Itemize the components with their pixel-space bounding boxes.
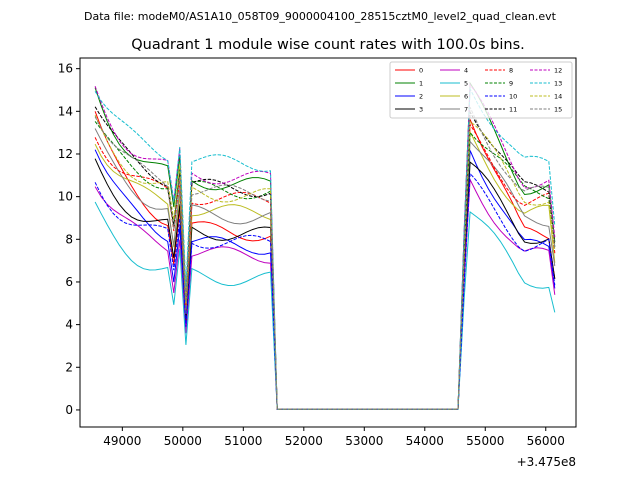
x-tick-label: 51000 [224,434,262,448]
y-axis: 0 2 4 6 8 10 12 14 16 [58,62,80,417]
y-tick-label: 14 [58,104,73,118]
legend-label-6: 6 [464,93,468,101]
series-line-2 [94,149,556,410]
x-offset-text: +3.475e8 [517,455,576,469]
legend-box [389,61,573,119]
series-line-4 [94,177,556,410]
x-tick-label: 54000 [406,434,444,448]
legend-label-2: 2 [419,93,423,101]
series-line-14 [94,114,556,410]
plot-area [79,57,577,428]
series-line-10 [94,172,556,410]
series-line-7 [94,128,556,410]
legend-label-0: 0 [419,67,423,75]
legend-label-5: 5 [464,80,468,88]
legend-label-7: 7 [464,106,468,114]
x-tick-label: 49000 [103,434,141,448]
plot-background [80,58,576,427]
legend-label-12: 12 [554,67,562,75]
y-tick-label: 2 [65,360,73,374]
x-tick-label: 56000 [527,434,565,448]
series-line-5 [94,201,556,410]
y-tick-label: 12 [58,147,73,161]
chart-title: Quadrant 1 module wise count rates with … [131,37,525,53]
x-tick-label: 53000 [345,434,383,448]
series-line-13 [94,86,556,410]
legend-label-3: 3 [419,106,423,114]
series-line-12 [94,83,556,410]
legend-label-15: 15 [554,106,562,114]
series-line-3 [94,158,556,410]
y-tick-label: 0 [65,403,73,417]
series-line-9 [94,121,556,410]
x-tick-label: 50000 [164,434,202,448]
y-tick-label: 6 [65,275,73,289]
series-line-8 [94,122,556,410]
legend-label-13: 13 [554,80,562,88]
legend-label-14: 14 [554,93,562,101]
y-tick-label: 4 [65,318,73,332]
y-tick-label: 10 [58,190,73,204]
data-file-header: Data file: modeM0/AS1A10_058T09_90000041… [84,10,557,23]
legend-label-1: 1 [419,80,423,88]
legend-label-10: 10 [509,93,517,101]
plot-frame [79,57,577,428]
legend-label-4: 4 [464,67,468,75]
x-tick-label: 52000 [285,434,323,448]
x-tick-label: 55000 [466,434,504,448]
series-line-6 [94,130,556,410]
legend-label-11: 11 [509,106,517,114]
y-tick-label: 16 [58,62,73,76]
series-line-11 [94,106,556,410]
legend-label-9: 9 [509,80,513,88]
series-lines [94,81,556,410]
legend-label-8: 8 [509,67,513,75]
y-tick-label: 8 [65,232,73,246]
x-axis: 49000 50000 51000 52000 53000 54000 55000 56000 [103,427,565,448]
